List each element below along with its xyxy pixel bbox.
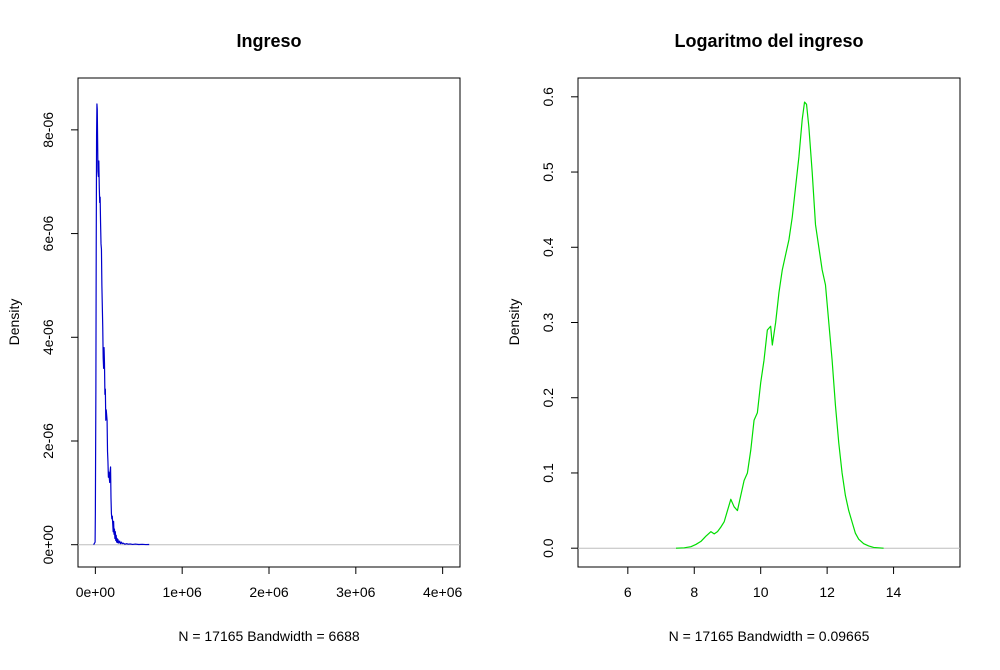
x-tick-label: 1e+06 — [163, 584, 203, 600]
x-tick-label: 3e+06 — [336, 584, 376, 600]
density-line — [93, 103, 150, 546]
y-axis: 0e+00 2e-06 4e-06 6e-06 8e-06 — [40, 112, 79, 565]
x-axis: 6 8 10 12 14 — [624, 566, 902, 600]
x-tick-label: 8 — [690, 584, 698, 600]
plot-box — [577, 77, 961, 568]
y-tick-label: 0e+00 — [40, 525, 56, 565]
x-tick-label: 4e+06 — [423, 584, 463, 600]
x-axis-label: N = 17165 Bandwidth = 6688 — [178, 628, 360, 644]
x-axis: 0e+00 1e+06 2e+06 3e+06 4e+06 — [76, 566, 463, 600]
y-tick-label: 0.5 — [540, 162, 556, 182]
y-tick-label: 8e-06 — [40, 112, 56, 148]
y-axis-label: Density — [6, 299, 22, 346]
y-tick-label: 0.2 — [540, 388, 556, 408]
plot-lines — [78, 103, 460, 546]
y-axis-label: Density — [506, 299, 522, 346]
y-tick-label: 0.4 — [540, 237, 556, 257]
x-axis-label: N = 17165 Bandwidth = 0.09665 — [669, 628, 870, 644]
y-tick-label: 0.6 — [540, 87, 556, 107]
x-tick-label: 6 — [624, 584, 632, 600]
x-tick-label: 14 — [886, 584, 902, 600]
density-line — [675, 101, 884, 549]
chart-title: Ingreso — [236, 31, 301, 51]
panel-log-income: Logaritmo del ingreso N = 17165 Bandwidt… — [506, 31, 961, 644]
y-axis: 0.0 0.1 0.2 0.3 0.4 0.5 0.6 — [540, 87, 579, 558]
y-tick-label: 0.0 — [540, 538, 556, 558]
x-tick-label: 12 — [819, 584, 835, 600]
chart-title: Logaritmo del ingreso — [674, 31, 863, 51]
x-tick-label: 0e+00 — [76, 584, 116, 600]
panel-income: Ingreso N = 17165 Bandwidth = 6688 Densi… — [6, 31, 463, 644]
y-tick-label: 4e-06 — [40, 319, 56, 355]
y-tick-label: 0.1 — [540, 463, 556, 483]
y-tick-label: 0.3 — [540, 313, 556, 333]
x-tick-label: 10 — [753, 584, 769, 600]
y-tick-label: 2e-06 — [40, 423, 56, 459]
plot-box — [77, 77, 461, 568]
x-tick-label: 2e+06 — [249, 584, 289, 600]
plot-lines — [578, 101, 960, 549]
y-tick-label: 6e-06 — [40, 215, 56, 251]
